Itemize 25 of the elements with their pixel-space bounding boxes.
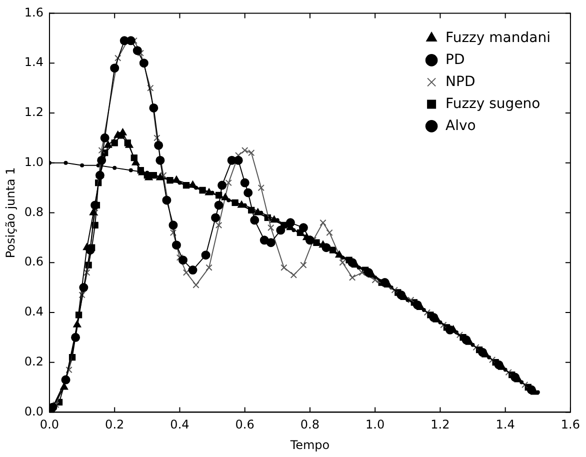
x-tick-label: 0.2 (105, 418, 124, 432)
y-tick-label: 0.0 (24, 404, 44, 418)
x-tick-label: 1.0 (366, 418, 385, 432)
x-tick-label: 1.6 (560, 418, 580, 432)
y-axis-title: Posição junta 1 (3, 167, 18, 258)
legend-label: NPD (446, 74, 476, 90)
y-tick-label: 1.2 (24, 105, 44, 120)
y-tick-label: 1.0 (24, 154, 44, 169)
x-tick-label: 0.0 (40, 418, 60, 432)
y-tick-label: 0.6 (24, 254, 44, 269)
x-tick-label: 0.6 (235, 418, 254, 432)
legend-label: PD (446, 52, 465, 68)
x-tick-label: 1.2 (430, 418, 450, 432)
x-tick-label: 0.4 (170, 418, 190, 432)
y-tick-label: 1.6 (24, 5, 44, 20)
legend-label: Alvo (446, 118, 476, 134)
x-tick-label: 0.8 (300, 418, 320, 432)
y-tick-label: 0.2 (24, 354, 44, 368)
x-tick-label: 1.4 (496, 418, 515, 432)
y-tick-label: 1.4 (24, 55, 44, 70)
y-tick-label: 0.4 (24, 304, 44, 319)
y-tick-label: 0.8 (24, 204, 44, 219)
x-axis-title: Tempo (289, 438, 330, 452)
legend-label: Fuzzy mandani (446, 30, 550, 46)
legend-label: Fuzzy sugeno (446, 96, 540, 112)
